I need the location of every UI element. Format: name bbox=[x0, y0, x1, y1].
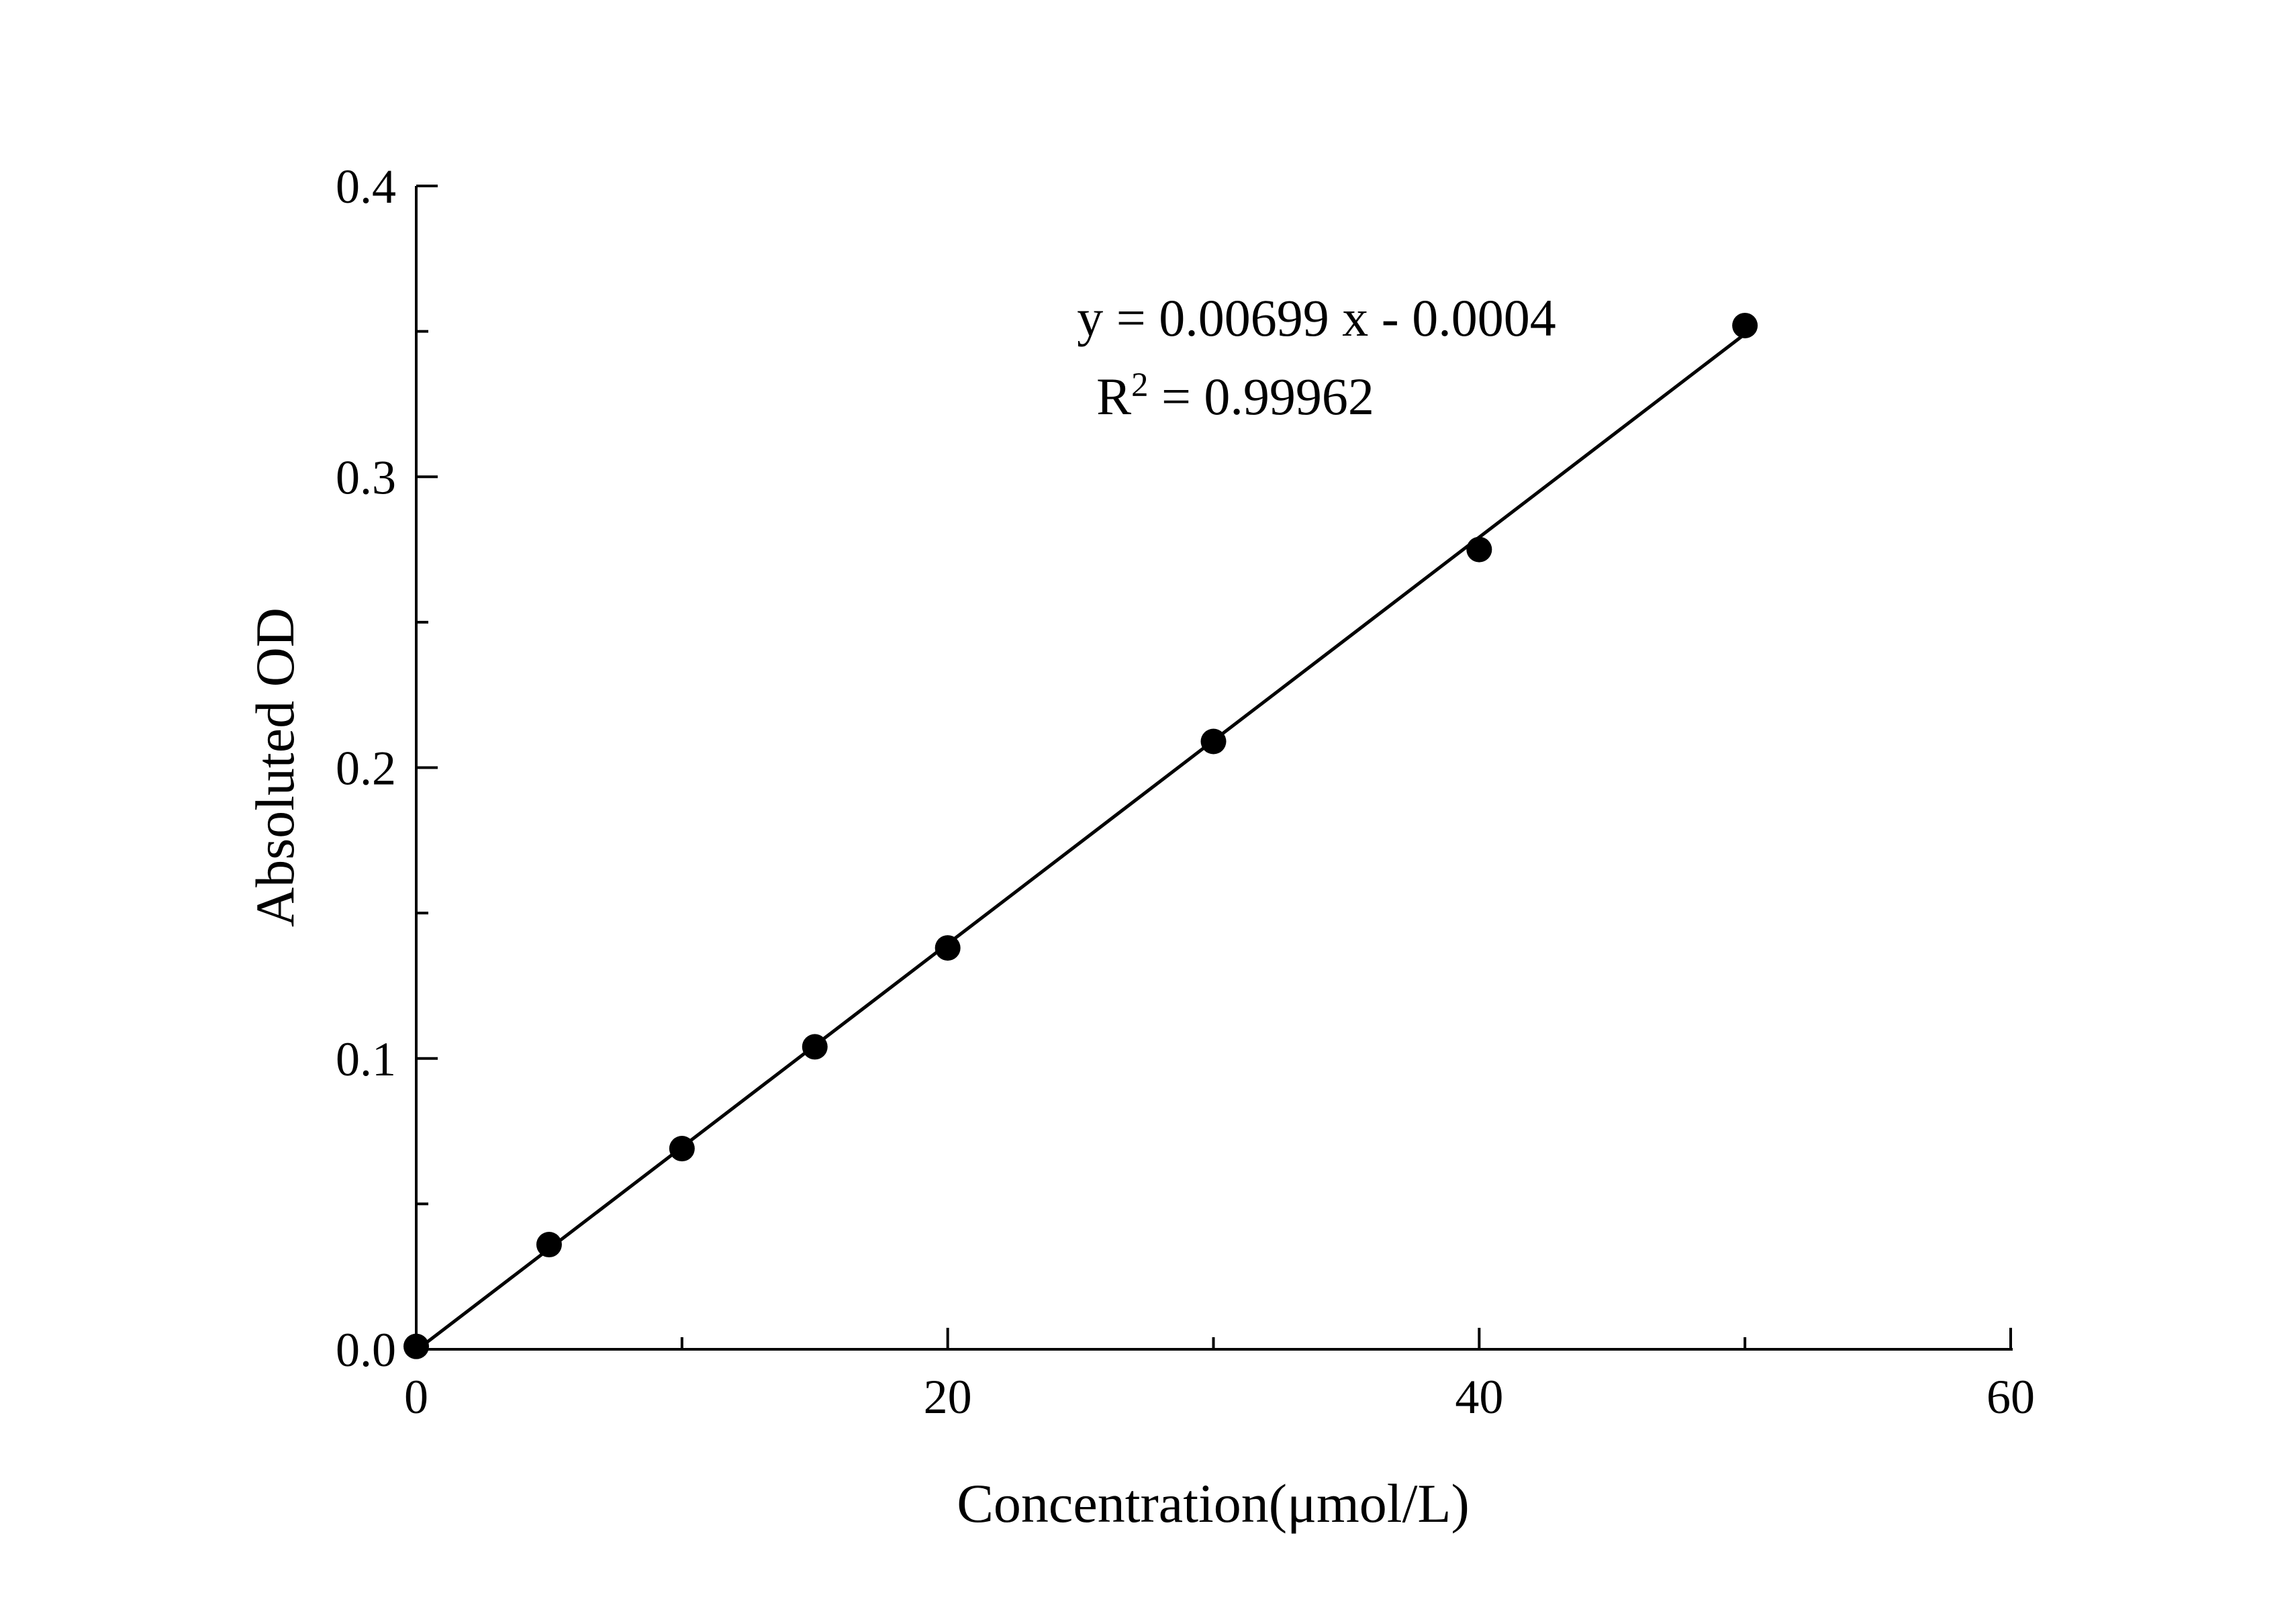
y-tick-label: 0.3 bbox=[336, 450, 396, 504]
fit-line bbox=[415, 324, 1757, 1352]
fit-equation-text: y = 0.00699 x - 0.0004 bbox=[1077, 289, 1556, 347]
x-tick-label: 40 bbox=[1455, 1370, 1503, 1424]
data-point bbox=[1466, 536, 1492, 563]
x-tick-label: 20 bbox=[924, 1370, 972, 1424]
data-point bbox=[403, 1333, 429, 1359]
data-point bbox=[935, 935, 961, 961]
r2-prefix: R bbox=[1096, 367, 1132, 426]
r2-value: = 0.99962 bbox=[1148, 367, 1374, 426]
r2-superscript: 2 bbox=[1131, 366, 1149, 403]
y-axis-title: Absoluted OD bbox=[244, 607, 305, 928]
x-tick-label: 0 bbox=[404, 1370, 428, 1424]
data-point bbox=[802, 1034, 828, 1060]
y-tick-label: 0.4 bbox=[336, 160, 396, 213]
y-tick-label: 0.0 bbox=[336, 1323, 396, 1377]
x-axis-title: Concentration(μmol/L) bbox=[957, 1473, 1470, 1534]
y-tick-label: 0.1 bbox=[336, 1032, 396, 1086]
data-point bbox=[1200, 728, 1227, 755]
data-point bbox=[1732, 312, 1758, 338]
data-point bbox=[536, 1232, 562, 1258]
y-tick-label: 0.2 bbox=[336, 742, 396, 795]
data-point bbox=[669, 1136, 695, 1162]
r-squared-text: R2 = 0.99962 bbox=[1096, 365, 1374, 427]
x-tick-label: 60 bbox=[1987, 1370, 2035, 1424]
